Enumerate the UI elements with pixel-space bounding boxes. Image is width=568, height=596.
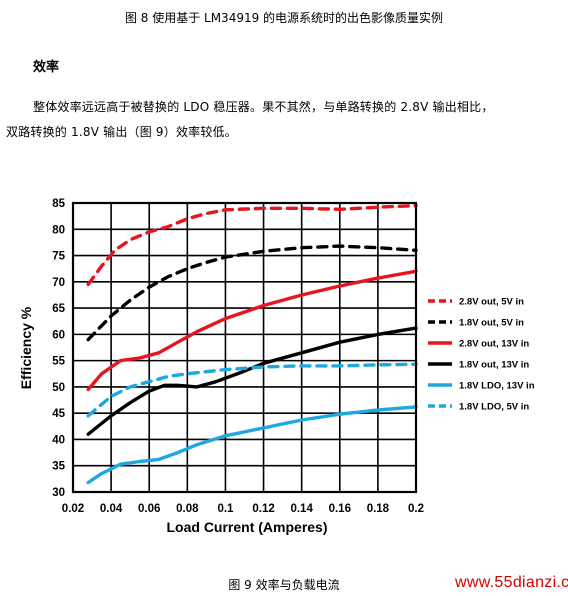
chart-frame [71,201,418,494]
legend-label-3: 2.8V out, 13V in [459,339,529,350]
x-tick-label: 0.12 [252,503,274,515]
y-tick-label: 40 [52,434,65,446]
series-line-2 [86,244,418,342]
legend-label-4: 1.8V out, 13V in [459,360,529,371]
x-tick-label: 0.2 [408,503,424,515]
series-line-4 [86,326,418,436]
legend-label-1: 2.8V out, 5V in [459,297,524,308]
x-tick-label: 0.1 [217,503,234,515]
x-tick-label: 0.04 [100,503,123,515]
y-tick-label: 55 [52,356,65,368]
chart-legend: 2.8V out, 5V in 1.8V out, 5V in 2.8V out, … [428,297,535,413]
paragraph-line-1: 整体效率远远高于被替换的 LDO 稳压器。果不其然，与单路转换的 2.8V 输出… [33,100,494,114]
y-tick-label: 75 [52,251,65,263]
legend-label-2: 1.8V out, 5V in [459,318,524,329]
x-tick-label: 0.06 [138,503,160,515]
series-line-5 [86,405,418,485]
x-tick-label: 0.02 [62,503,84,515]
y-tick-label: 65 [52,303,65,315]
chart-series [86,203,418,485]
series-line-6 [86,362,418,418]
section-heading: 效率 [33,60,60,75]
paragraph-line-2: 双路转换的 1.8V 输出（图 9）效率较低。 [6,125,237,139]
y-tick-label: 50 [52,382,65,394]
figure-8-caption: 图 8 使用基于 LM34919 的电源系统时的出色影像质量实例 [124,11,444,25]
y-tick-label: 80 [52,224,65,236]
y-axis-title: Efficiency % [18,306,34,389]
series-line-1 [86,203,418,287]
y-tick-label: 35 [52,461,65,473]
site-watermark: www.55dianzi.com [455,574,568,591]
y-tick-label: 30 [52,487,65,499]
y-tick-label: 85 [52,198,65,210]
y-tick-label: 60 [52,329,65,341]
figure-9-caption: 图 9 效率与负载电流 [228,578,340,592]
chart-tick-labels: 0.02 0.04 0.06 0.08 0.1 0.12 0.14 0.16 0.18 0.2 30… [52,198,424,515]
y-tick-label: 70 [52,277,65,289]
x-tick-label: 0.08 [176,503,199,515]
series-line-3 [86,269,418,392]
legend-label-6: 1.8V LDO, 5V in [459,402,529,413]
x-tick-label: 0.16 [329,503,351,515]
y-tick-label: 45 [52,408,65,420]
plot-frame [71,201,418,494]
x-tick-label: 0.18 [367,503,390,515]
x-axis-title: Load Current (Amperes) [166,519,327,535]
legend-label-5: 1.8V LDO, 13V in [459,381,535,392]
x-tick-label: 0.14 [290,503,313,515]
